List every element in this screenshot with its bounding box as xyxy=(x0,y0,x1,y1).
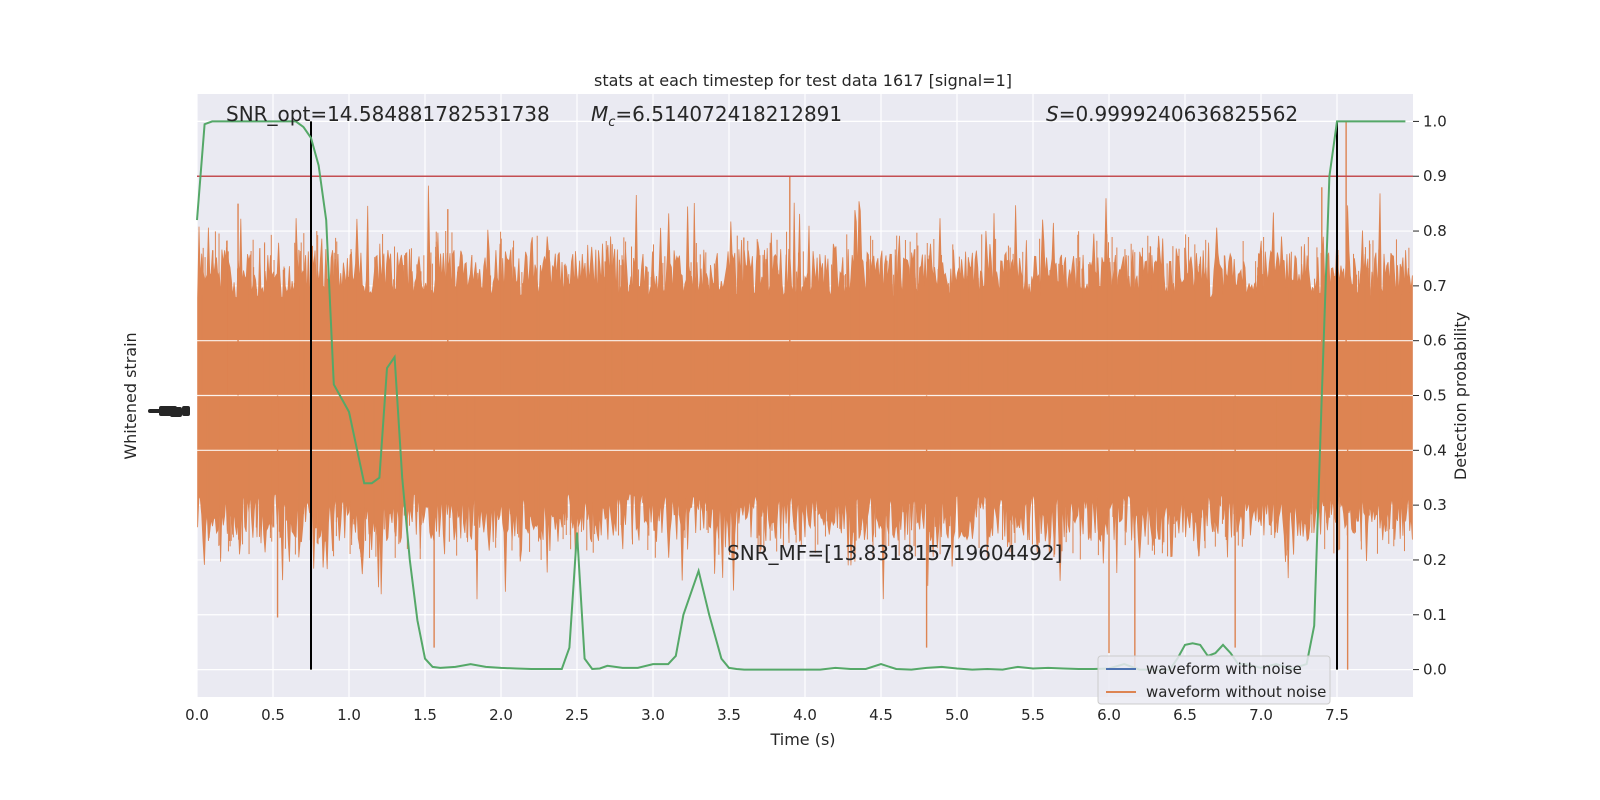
chirp-mass-subscript: c xyxy=(608,115,615,130)
x-tick-label: 0.0 xyxy=(185,706,209,724)
score-symbol: S xyxy=(1046,102,1059,126)
right-y-axis-label: Detection probability xyxy=(1451,312,1470,480)
x-tick-label: 2.0 xyxy=(489,706,513,724)
y-tick-label: 0.3 xyxy=(1423,496,1447,514)
chirp-mass-symbol: M xyxy=(591,102,608,126)
y-tick-label: 1.0 xyxy=(1423,112,1447,130)
x-tick-label: 6.5 xyxy=(1173,706,1197,724)
chirp-mass-value: =6.514072418212891 xyxy=(615,102,842,126)
x-tick-label: 5.5 xyxy=(1021,706,1045,724)
score-annotation: S=0.9999240636825562 xyxy=(1046,102,1298,126)
strain-series xyxy=(197,121,1413,670)
y-tick-label: 0.9 xyxy=(1423,167,1447,185)
x-tick-label: 0.5 xyxy=(261,706,285,724)
chart-title: stats at each timestep for test data 161… xyxy=(594,71,1012,90)
snr-opt-annotation: SNR_opt=14.584881782531738 xyxy=(226,102,550,126)
right-y-axis-ticks: 0.0 0.1 0.2 0.3 0.4 0.5 0.6 0.7 0.8 0.9 1.0 xyxy=(1413,112,1447,679)
y-tick-label: 0.4 xyxy=(1423,441,1447,459)
left-tick-label-cluster xyxy=(170,407,182,417)
x-tick-label: 2.5 xyxy=(565,706,589,724)
y-tick-label: 0.7 xyxy=(1423,277,1447,295)
x-tick-label: 6.0 xyxy=(1097,706,1121,724)
legend-box xyxy=(1097,655,1331,705)
x-tick-label: 7.0 xyxy=(1249,706,1273,724)
score-value: =0.9999240636825562 xyxy=(1059,102,1298,126)
x-axis-label: Time (s) xyxy=(769,730,835,749)
x-tick-label: 4.0 xyxy=(793,706,817,724)
detection-probability-line xyxy=(196,120,1406,671)
x-tick-label: 1.5 xyxy=(413,706,437,724)
x-tick-label: 3.0 xyxy=(641,706,665,724)
plot-area: SNR_opt=14.584881782531738 Mc=6.51407241… xyxy=(196,94,1413,697)
annotations: SNR_opt=14.584881782531738 Mc=6.51407241… xyxy=(226,102,1298,565)
left-tick-label-cluster xyxy=(182,406,190,416)
y-tick-label: 0.5 xyxy=(1423,387,1447,405)
x-tick-label: 5.0 xyxy=(945,706,969,724)
snr-mf-annotation: SNR_MF=[13.831815719604492] xyxy=(727,541,1062,565)
legend-label-with-noise: waveform with noise xyxy=(1146,660,1302,678)
y-tick-label: 0.1 xyxy=(1423,606,1447,624)
x-tick-label: 3.5 xyxy=(717,706,741,724)
legend-label-without-noise: waveform without noise xyxy=(1146,683,1326,701)
left-y-axis-ticks xyxy=(148,406,190,417)
overlay-lines xyxy=(196,120,1413,671)
left-y-axis-label: Whitened strain xyxy=(121,332,140,459)
y-tick-label: 0.6 xyxy=(1423,332,1447,350)
y-tick-label: 0.0 xyxy=(1423,661,1447,679)
legend: waveform with noise waveform without noi… xyxy=(1097,655,1331,705)
x-tick-label: 1.0 xyxy=(337,706,361,724)
y-tick-label: 0.2 xyxy=(1423,551,1447,569)
y-tick-label: 0.8 xyxy=(1423,222,1447,240)
x-tick-label: 7.5 xyxy=(1325,706,1349,724)
x-axis-ticks: 0.0 0.5 1.0 1.5 2.0 2.5 3.0 3.5 4.0 4.5 5.0 5.5 6.0 6… xyxy=(185,706,1349,724)
x-tick-label: 4.5 xyxy=(869,706,893,724)
chirp-mass-annotation: Mc=6.514072418212891 xyxy=(591,102,842,130)
